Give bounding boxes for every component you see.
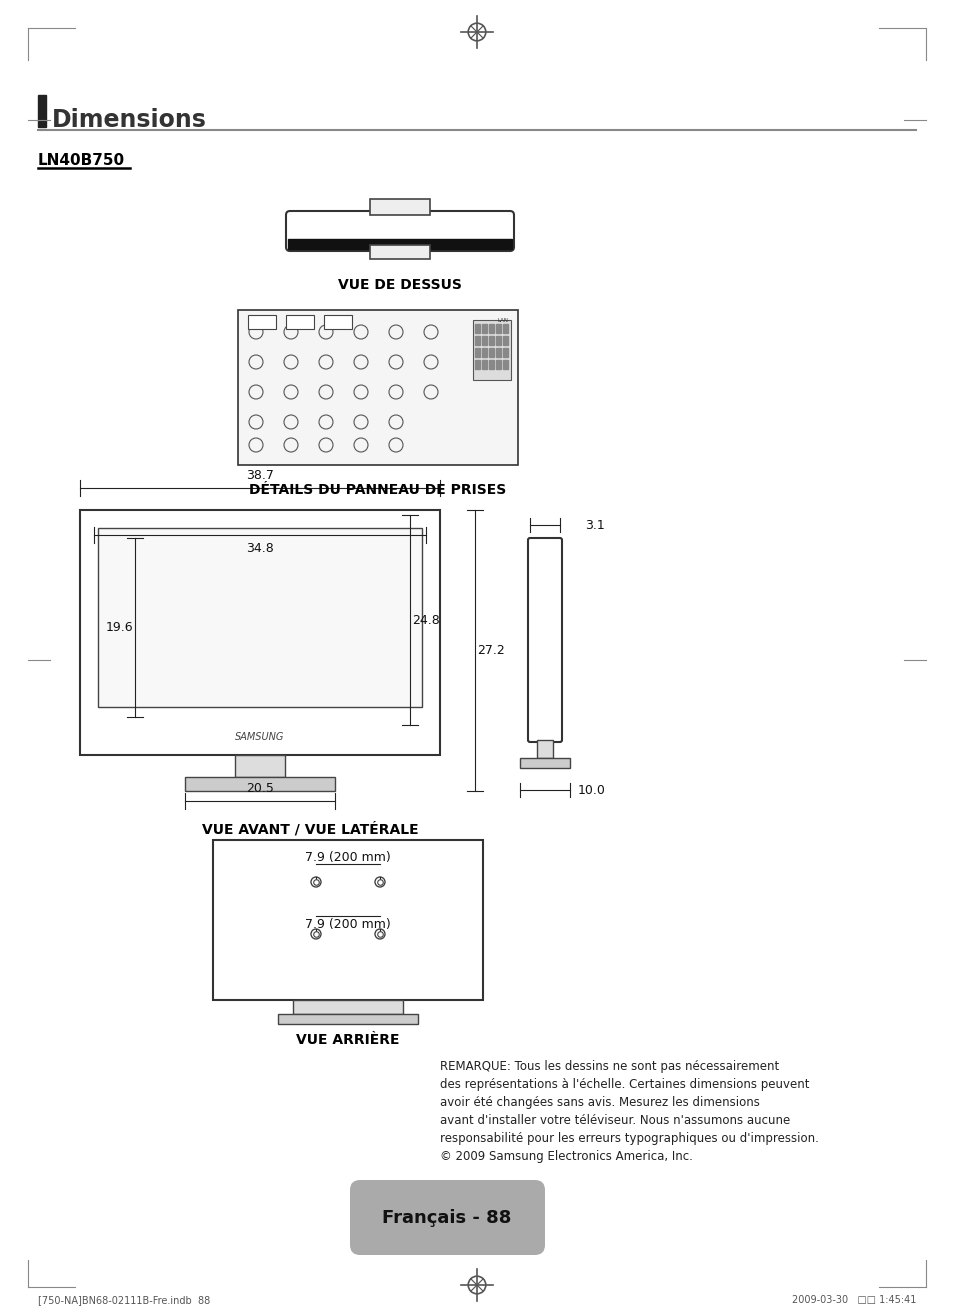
Bar	[286, 316, 314, 329]
Bar	[489, 323, 494, 333]
Bar	[237, 310, 517, 466]
Text: LAN: LAN	[497, 318, 508, 323]
Bar	[370, 245, 430, 259]
Text: VUE DE DESSUS: VUE DE DESSUS	[337, 277, 461, 292]
Bar	[481, 323, 486, 333]
Text: 3.1: 3.1	[584, 518, 604, 531]
Bar	[98, 529, 421, 707]
Bar	[248, 316, 275, 329]
Text: VUE ARRIÈRE: VUE ARRIÈRE	[296, 1034, 399, 1047]
Text: 19.6: 19.6	[105, 621, 132, 634]
Text: Français - 88: Français - 88	[382, 1208, 511, 1227]
Bar	[502, 337, 507, 345]
Bar	[475, 360, 479, 370]
Text: 24.8: 24.8	[412, 614, 439, 626]
Bar	[481, 337, 486, 345]
Text: DÉTAILS DU PANNEAU DE PRISES: DÉTAILS DU PANNEAU DE PRISES	[249, 483, 506, 497]
Bar	[481, 360, 486, 370]
Bar	[537, 740, 553, 757]
Text: 7.9 (200 mm): 7.9 (200 mm)	[305, 851, 391, 864]
Bar	[489, 348, 494, 356]
Text: REMARQUE: Tous les dessins ne sont pas nécessairement
des représentations à l'éc: REMARQUE: Tous les dessins ne sont pas n…	[439, 1060, 818, 1162]
Text: 7.9 (200 mm): 7.9 (200 mm)	[305, 918, 391, 931]
Bar	[293, 999, 402, 1014]
Bar	[324, 316, 352, 329]
Bar	[481, 348, 486, 356]
Bar	[496, 348, 500, 356]
Text: 20.5: 20.5	[246, 781, 274, 794]
Bar	[489, 360, 494, 370]
FancyBboxPatch shape	[286, 210, 514, 251]
Bar	[277, 1014, 417, 1024]
Bar	[475, 348, 479, 356]
Bar	[496, 323, 500, 333]
Bar	[519, 757, 569, 768]
Bar	[496, 337, 500, 345]
Bar	[288, 239, 512, 249]
Bar	[502, 323, 507, 333]
Bar	[502, 360, 507, 370]
Bar	[475, 337, 479, 345]
Text: SAMSUNG: SAMSUNG	[235, 732, 284, 742]
Text: LN40B750: LN40B750	[38, 153, 125, 167]
Bar	[80, 510, 439, 755]
Text: 2009-03-30   □□ 1:45:41: 2009-03-30 □□ 1:45:41	[791, 1295, 915, 1304]
Bar	[234, 755, 285, 777]
Bar	[473, 320, 511, 380]
Bar	[502, 348, 507, 356]
Bar	[213, 840, 482, 999]
Bar	[496, 360, 500, 370]
Bar	[370, 199, 430, 214]
Text: [750-NA]BN68-02111B-Fre.indb  88: [750-NA]BN68-02111B-Fre.indb 88	[38, 1295, 210, 1304]
Text: VUE AVANT / VUE LATÉRALE: VUE AVANT / VUE LATÉRALE	[201, 822, 417, 836]
Text: 38.7: 38.7	[246, 468, 274, 481]
Bar	[475, 323, 479, 333]
Text: 27.2: 27.2	[476, 644, 504, 658]
Text: 34.8: 34.8	[246, 542, 274, 555]
Bar	[38, 95, 46, 128]
FancyBboxPatch shape	[527, 538, 561, 742]
Bar	[489, 337, 494, 345]
Text: Dimensions: Dimensions	[52, 108, 207, 132]
FancyBboxPatch shape	[350, 1180, 544, 1255]
Text: 10.0: 10.0	[578, 784, 605, 797]
Bar	[185, 777, 335, 792]
